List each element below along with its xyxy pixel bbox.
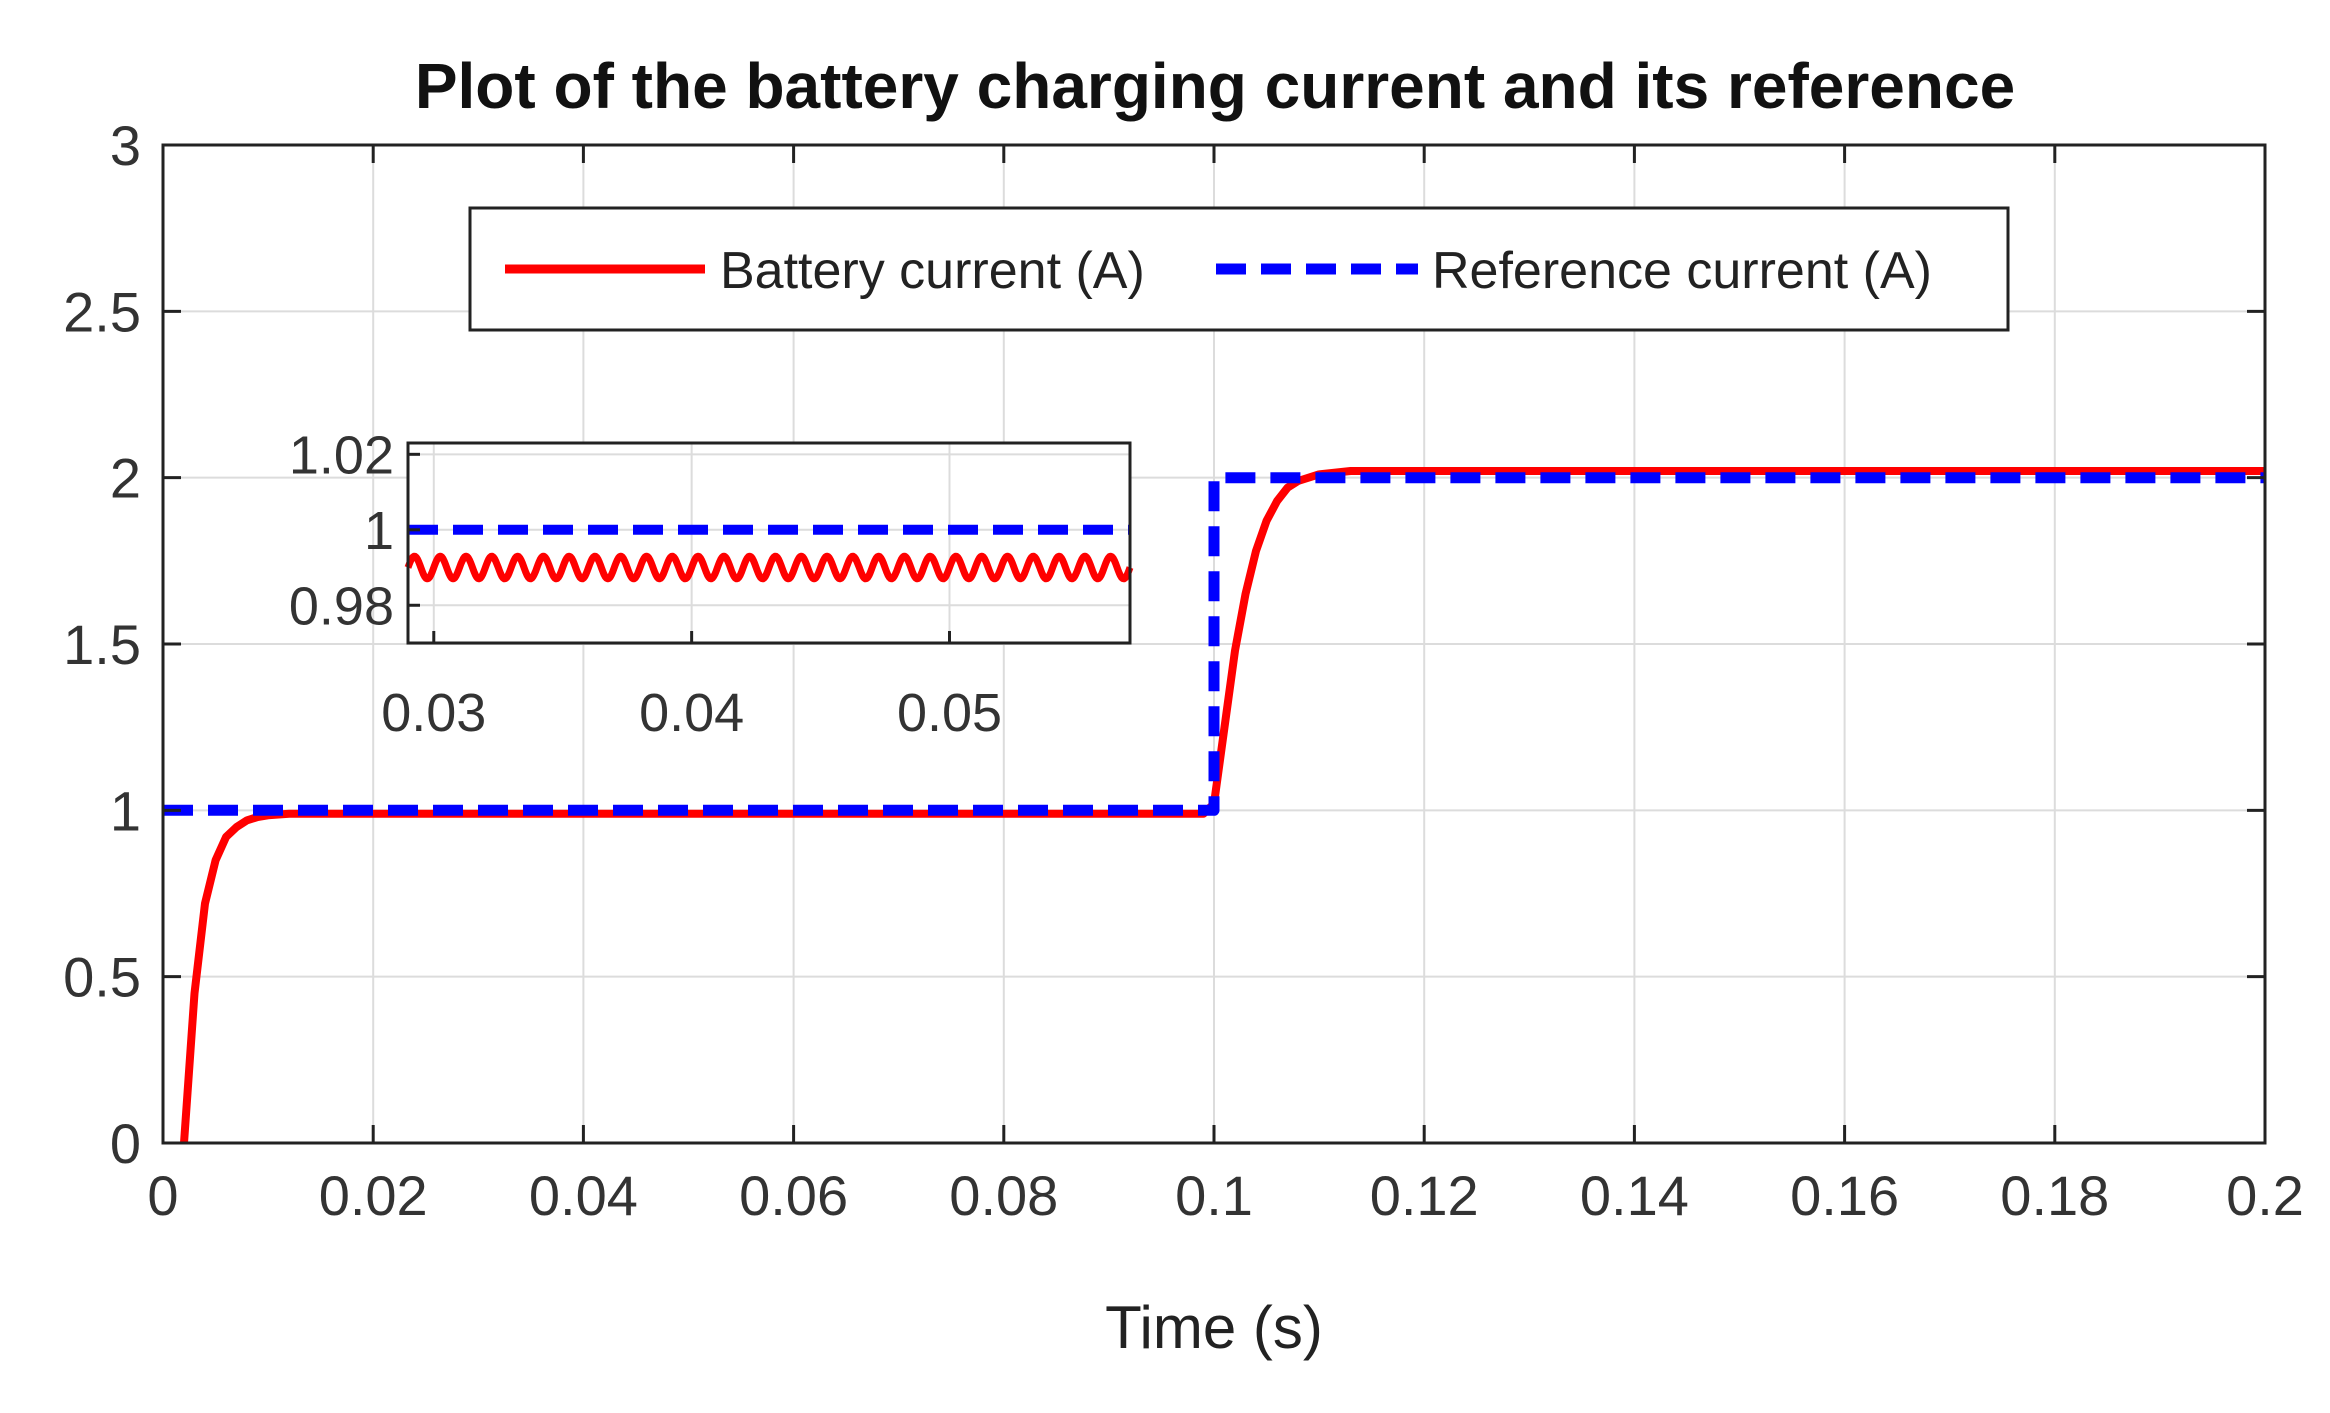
- inset-zoom: 0.03 0.04 0.05 0.98 1 1.02: [289, 425, 1134, 743]
- y-tick-label: 2.5: [63, 280, 141, 343]
- main-ticks: 0 0.02 0.04 0.06 0.08 0.1 0.12 0.14 0.16 0.18 0.2 0…: [63, 114, 2304, 1227]
- inset-ticks: 0.03 0.04 0.05 0.98 1 1.02: [289, 425, 1002, 743]
- x-tick-label: 0.04: [529, 1164, 638, 1227]
- x-tick-label: 0.2: [2226, 1164, 2304, 1227]
- x-tick-label: 0.06: [739, 1164, 848, 1227]
- x-tick-label: 0.02: [319, 1164, 428, 1227]
- x-tick-label: 0.08: [949, 1164, 1058, 1227]
- reference-current-line: [163, 472, 2265, 816]
- chart-title: Plot of the battery charging current and…: [415, 50, 2015, 122]
- legend: Battery current (A) Reference current (A…: [468, 206, 2010, 332]
- inset-x-tick-label: 0.04: [639, 683, 744, 743]
- x-tick-label: 0.1: [1175, 1164, 1253, 1227]
- y-tick-label: 3: [110, 114, 141, 177]
- inset-y-tick-label: 1: [364, 501, 394, 561]
- y-tick-label: 2: [110, 447, 141, 510]
- inset-lines: [404, 524, 1134, 583]
- main-lines: [163, 467, 2265, 1144]
- x-tick-label: 0.16: [1790, 1164, 1899, 1227]
- inset-y-tick-label: 1.02: [289, 425, 394, 485]
- x-axis-label: Time (s): [1105, 1294, 1323, 1361]
- y-tick-label: 1: [110, 779, 141, 842]
- x-tick-label: 0.18: [2000, 1164, 2109, 1227]
- y-tick-label: 1.5: [63, 613, 141, 676]
- legend-battery-label: Battery current (A): [720, 242, 1145, 300]
- legend-reference-label: Reference current (A): [1432, 242, 1932, 300]
- y-tick-label: 0: [110, 1112, 141, 1175]
- inset-x-tick-label: 0.05: [897, 683, 1002, 743]
- inset-frame: [406, 441, 1132, 645]
- x-tick-label: 0: [147, 1164, 178, 1227]
- inset-background: [408, 443, 1130, 643]
- inset-battery-current-line: [404, 552, 1134, 583]
- inset-x-tick-label: 0.03: [381, 683, 486, 743]
- x-tick-label: 0.12: [1370, 1164, 1479, 1227]
- inset-y-tick-label: 0.98: [289, 576, 394, 636]
- y-tick-label: 0.5: [63, 946, 141, 1009]
- x-tick-label: 0.14: [1580, 1164, 1689, 1227]
